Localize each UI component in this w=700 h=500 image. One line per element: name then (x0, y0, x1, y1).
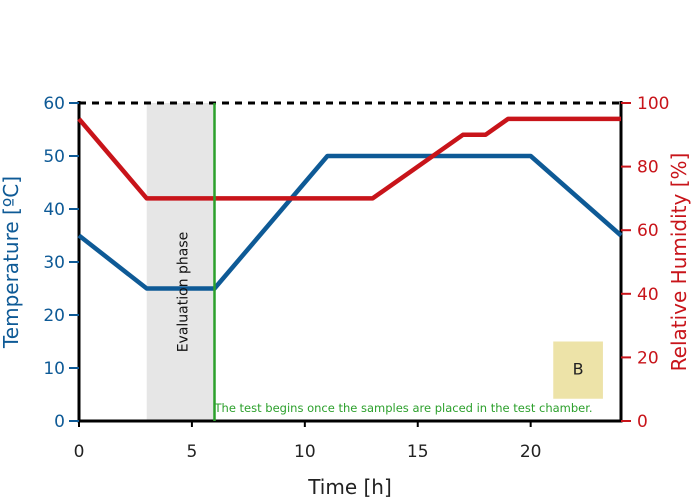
x-tick-label: 20 (520, 442, 542, 462)
y-left-tick-label: 30 (43, 253, 65, 273)
y-ticks-right: 0 20 40 60 80 100 (621, 94, 669, 432)
y-ticks-left: 0 10 20 30 40 50 60 (43, 94, 79, 432)
y-left-tick-label: 60 (43, 94, 65, 114)
y-axis-title-left: Temperature [ºC] (0, 176, 23, 349)
y-right-tick-label: 100 (637, 94, 669, 114)
y-right-tick-label: 40 (637, 285, 659, 305)
y-left-tick-label: 10 (43, 359, 65, 379)
temperature-series-line (77, 153, 623, 291)
y-right-tick-label: 80 (637, 158, 659, 178)
series-group (77, 116, 623, 291)
evaluation-phase-region (146, 103, 215, 421)
y-left-tick-label: 50 (43, 147, 65, 167)
y-left-tick-label: 20 (43, 306, 65, 326)
annotation-test-begins: The test begins once the samples are pla… (214, 401, 593, 415)
x-ticks: 0 5 10 15 20 (74, 421, 542, 462)
y-right-tick-label: 60 (637, 221, 659, 241)
annotation-b-label: B (573, 360, 584, 379)
x-tick-label: 10 (294, 442, 316, 462)
y-right-tick-label: 0 (637, 412, 648, 432)
humidity-series-line (77, 116, 621, 201)
y-axis-title-right: Relative Humidity [%] (667, 153, 691, 372)
x-tick-label: 15 (407, 442, 429, 462)
y-right-tick-label: 20 (637, 348, 659, 368)
y-left-tick-label: 40 (43, 200, 65, 220)
annotation-b-box (553, 341, 603, 399)
x-tick-label: 0 (74, 442, 85, 462)
y-left-tick-label: 0 (54, 412, 65, 432)
x-axis-title: Time [h] (307, 475, 392, 499)
evaluation-phase-label: Evaluation phase (175, 232, 191, 353)
x-tick-label: 5 (187, 442, 198, 462)
